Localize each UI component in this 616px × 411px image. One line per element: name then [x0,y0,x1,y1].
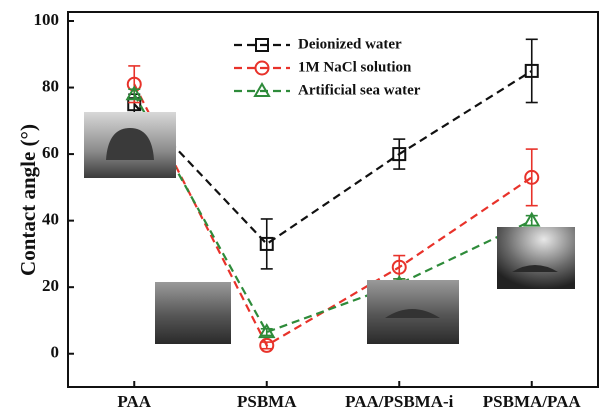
legend-label: 1M NaCl solution [298,59,412,75]
marker [255,38,269,52]
marker [253,82,271,97]
marker [524,63,539,78]
x-tick-label: PSBMA [237,392,297,411]
series-line [133,93,533,334]
y-axis-title: Contact angle (°) [16,124,40,276]
photo-psbma [155,282,231,344]
inset-photos [84,112,575,344]
droplet [385,309,440,318]
marker [258,323,276,339]
x-tick-label: PSBMA/PAA [483,392,582,411]
error-bar [393,138,406,170]
x-tick-label: PAA [117,392,151,411]
error-bar [260,327,273,337]
series-line [133,69,533,246]
legend: Deionized water 1M NaCl solution Artificia… [234,36,421,98]
marker [259,236,274,251]
legend-label: Deionized water [298,36,402,52]
y-tick-label: 40 [42,210,59,229]
marker [523,211,541,227]
error-bar [260,341,273,350]
legend-label: Artificial sea water [298,82,421,98]
error-bar [260,218,273,270]
y-tick-label: 20 [42,276,59,295]
x-tick-label: PAA/PSBMA-i [345,392,454,411]
error-bar [525,148,538,207]
marker [125,85,143,101]
marker [391,259,407,275]
y-tick-label: 60 [42,143,59,162]
y-tick-label: 0 [51,343,60,362]
droplet [106,128,154,160]
marks [125,38,541,353]
plot-frame [67,11,599,388]
y-tick-label: 80 [42,76,59,95]
droplet [512,265,558,272]
marker [392,147,407,162]
error-bar [525,38,538,104]
marker [524,169,540,185]
marker [259,337,275,353]
marker [254,60,270,76]
y-tick-label: 100 [34,10,60,29]
photo-psbma-paa [497,227,575,289]
